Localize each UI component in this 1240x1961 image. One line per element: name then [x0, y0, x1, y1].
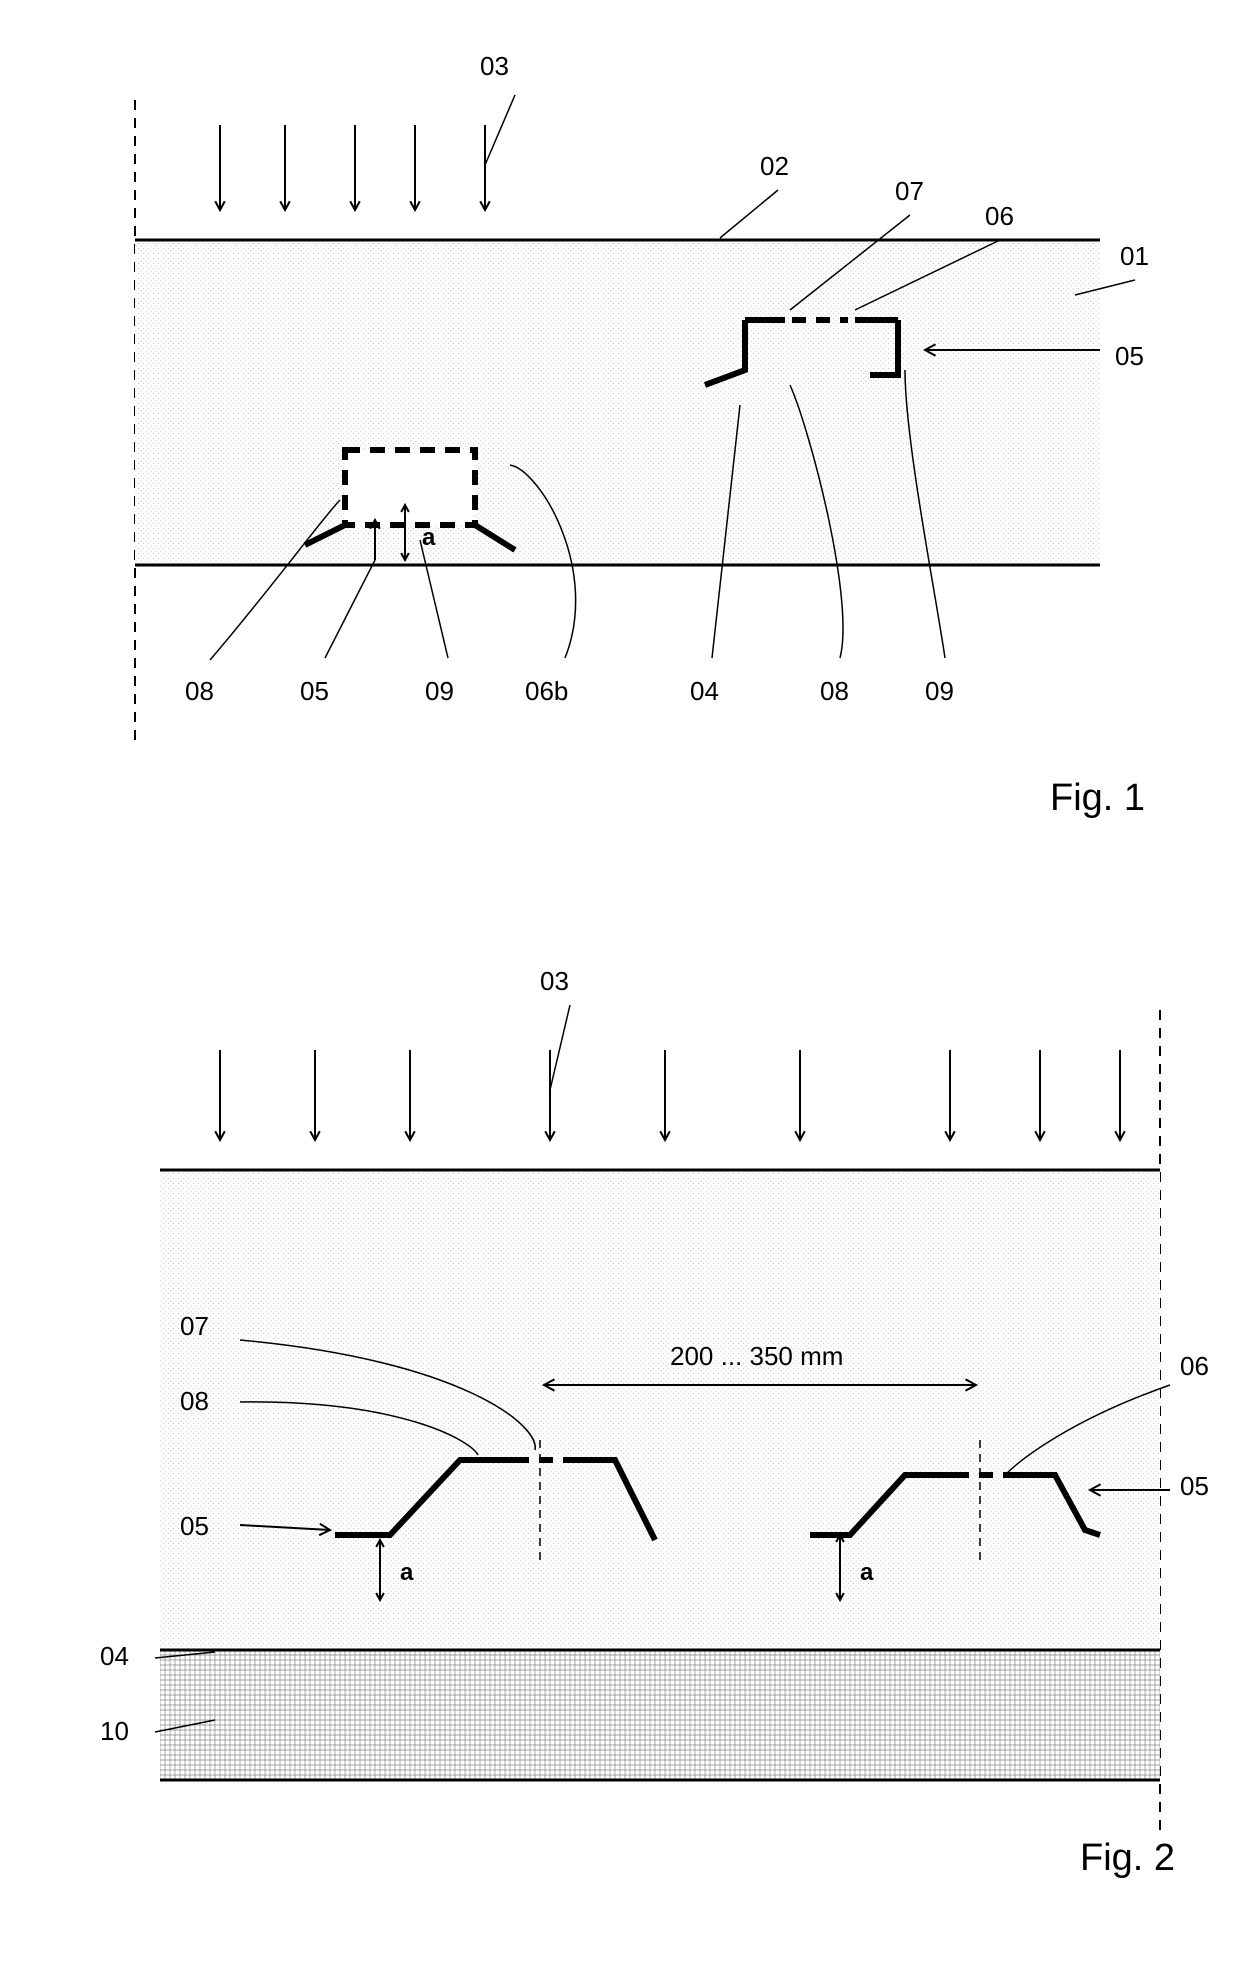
svg-text:05: 05	[300, 676, 329, 706]
svg-text:03: 03	[540, 966, 569, 996]
svg-text:07: 07	[180, 1311, 209, 1341]
svg-text:05: 05	[1115, 341, 1144, 371]
svg-text:a: a	[860, 1559, 874, 1586]
svg-text:08: 08	[180, 1386, 209, 1416]
svg-text:200 ... 350 mm: 200 ... 350 mm	[670, 1341, 843, 1371]
svg-text:06: 06	[985, 201, 1014, 231]
svg-text:06b: 06b	[525, 676, 568, 706]
svg-text:05: 05	[1180, 1471, 1209, 1501]
svg-text:02: 02	[760, 151, 789, 181]
svg-text:a: a	[422, 524, 436, 551]
svg-text:07: 07	[895, 176, 924, 206]
svg-text:08: 08	[820, 676, 849, 706]
svg-text:04: 04	[100, 1641, 129, 1671]
svg-text:04: 04	[690, 676, 719, 706]
svg-text:06: 06	[1180, 1351, 1209, 1381]
svg-text:01: 01	[1120, 241, 1149, 271]
svg-text:Fig. 2: Fig. 2	[1080, 1837, 1175, 1879]
svg-text:09: 09	[425, 676, 454, 706]
svg-text:09: 09	[925, 676, 954, 706]
svg-text:08: 08	[185, 676, 214, 706]
svg-text:05: 05	[180, 1511, 209, 1541]
svg-text:Fig. 1: Fig. 1	[1050, 777, 1145, 819]
svg-text:03: 03	[480, 51, 509, 81]
svg-text:a: a	[400, 1559, 414, 1586]
diagram-svg: a 03 02 07 06 01 05 08 05 09 06b 04 08 09 Fig. 1 a a 200 …	[40, 40, 1240, 1921]
svg-text:10: 10	[100, 1716, 129, 1746]
